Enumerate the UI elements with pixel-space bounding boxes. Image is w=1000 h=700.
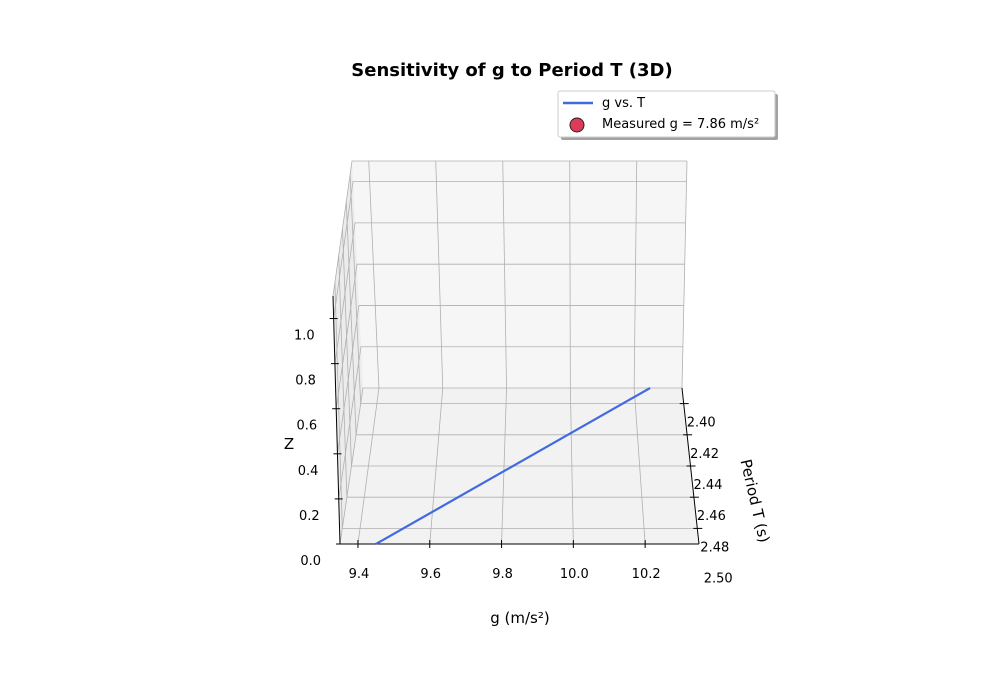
z-tick-label: 1.0	[294, 329, 315, 344]
legend: g vs. T Measured g = 7.86 m/s²	[557, 90, 778, 140]
y-tick-label: 2.46	[697, 509, 726, 524]
z-tick-label: 0.8	[295, 374, 316, 389]
z-axis-label: Z	[284, 435, 294, 453]
x-tick-label: 10.0	[560, 567, 589, 582]
y-tick-label: 2.42	[690, 447, 719, 462]
z-tick-label: 0.4	[298, 464, 319, 479]
z-tick-label: 0.0	[300, 554, 321, 569]
z-gridline	[337, 305, 684, 454]
z-gridline	[338, 346, 683, 499]
y-tick-label: 2.44	[694, 478, 723, 493]
y-tick-label: 2.50	[704, 572, 733, 587]
x-tick-label: 9.6	[420, 567, 441, 582]
z-tick-label: 0.2	[299, 509, 320, 524]
x-tick-label: 10.2	[632, 567, 661, 582]
z-gridline	[334, 222, 686, 364]
chart-grid	[332, 160, 698, 545]
z-axis-line	[332, 295, 341, 545]
chart-title: Sensitivity of g to Period T (3D)	[351, 60, 672, 81]
legend-point-swatch	[569, 117, 585, 133]
x-tick-label: 9.8	[492, 567, 513, 582]
chart-ticks: 9.4 9.6 9.8 10.0 10.2 2.40 2.42 2.44 2.46 2.48 2.5…	[294, 318, 733, 587]
legend-point-label: Measured g = 7.86 m/s²	[602, 117, 759, 132]
z-tick-label: 0.6	[296, 419, 317, 434]
series-line	[375, 387, 651, 545]
box-top-edge	[332, 160, 687, 297]
z-gridline	[339, 387, 682, 545]
z-gridline	[335, 263, 685, 409]
y-tick-label: 2.48	[700, 540, 729, 555]
chart-series	[375, 387, 651, 545]
chart-panes	[333, 161, 699, 544]
back-pane	[352, 161, 687, 388]
x-axis-label: g (m/s²)	[490, 609, 550, 627]
z-gridline	[333, 181, 687, 319]
x-tick-label: 9.4	[349, 567, 370, 582]
y-tick-label: 2.40	[687, 416, 716, 431]
legend-line-label: g vs. T	[602, 96, 645, 111]
legend-box	[557, 90, 776, 138]
side-pane	[333, 161, 363, 544]
box-right-edge	[681, 160, 688, 389]
